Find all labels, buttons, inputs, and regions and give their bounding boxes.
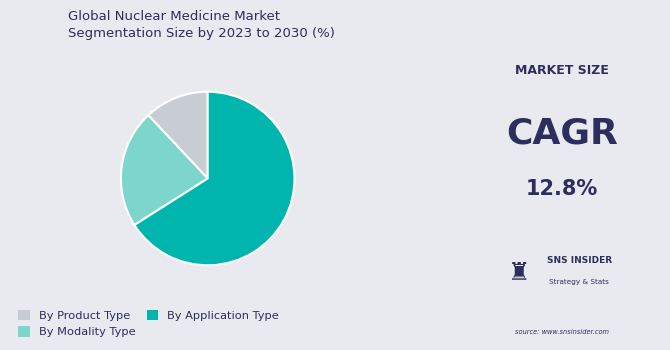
Text: source: www.snsinsider.com: source: www.snsinsider.com: [515, 329, 609, 336]
Wedge shape: [135, 92, 295, 265]
Text: ♜: ♜: [507, 261, 530, 285]
Text: CAGR: CAGR: [506, 116, 618, 150]
Wedge shape: [121, 115, 208, 225]
Wedge shape: [148, 92, 208, 178]
Text: MARKET SIZE: MARKET SIZE: [515, 63, 609, 77]
Text: Strategy & Stats: Strategy & Stats: [549, 279, 609, 285]
Text: Global Nuclear Medicine Market
Segmentation Size by 2023 to 2030 (%): Global Nuclear Medicine Market Segmentat…: [68, 10, 335, 41]
Legend: By Product Type, By Modality Type, By Application Type: By Product Type, By Modality Type, By Ap…: [15, 306, 282, 341]
Text: SNS INSIDER: SNS INSIDER: [547, 256, 612, 265]
Text: 12.8%: 12.8%: [526, 179, 598, 199]
